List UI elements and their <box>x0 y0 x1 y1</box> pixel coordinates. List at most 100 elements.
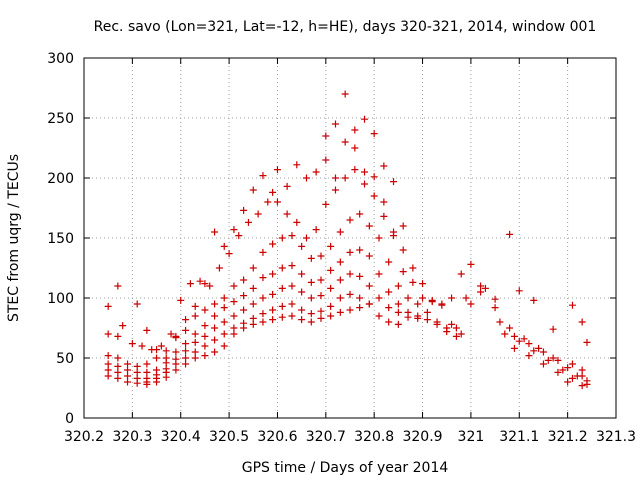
data-point <box>278 264 286 272</box>
data-point <box>390 232 398 240</box>
data-point <box>385 304 393 312</box>
data-point <box>496 318 504 326</box>
data-point <box>491 304 499 312</box>
data-point <box>206 282 214 290</box>
data-point <box>269 188 277 196</box>
data-point <box>201 352 209 360</box>
data-point <box>317 307 325 315</box>
data-point <box>568 374 576 382</box>
x-axis-label: GPS time / Days of year 2014 <box>242 460 449 476</box>
data-point <box>298 306 306 314</box>
data-point <box>331 120 339 128</box>
data-point <box>554 356 562 364</box>
data-point <box>133 362 141 370</box>
data-point <box>104 366 112 374</box>
data-point <box>220 318 228 326</box>
data-point <box>549 354 557 362</box>
data-point <box>404 294 412 302</box>
data-point <box>312 226 320 234</box>
x-tick-label: 321.2 <box>548 429 588 445</box>
data-point <box>481 284 489 292</box>
data-point <box>278 234 286 242</box>
data-point <box>307 278 315 286</box>
data-point <box>394 308 402 316</box>
x-tick-label: 321.3 <box>596 429 636 445</box>
data-point <box>506 324 514 332</box>
data-point <box>375 234 383 242</box>
x-tick-label: 320.5 <box>209 429 249 445</box>
data-point <box>201 332 209 340</box>
x-tick-label: 320.8 <box>354 429 394 445</box>
data-point <box>133 300 141 308</box>
data-point <box>385 318 393 326</box>
data-point <box>104 360 112 368</box>
data-point <box>510 332 518 340</box>
data-point <box>457 270 465 278</box>
y-tick-label: 300 <box>47 51 74 67</box>
data-point <box>317 292 325 300</box>
data-point <box>124 372 132 380</box>
data-point <box>138 342 146 350</box>
data-point <box>143 368 151 376</box>
x-tick-label: 321 <box>458 429 485 445</box>
data-point <box>177 296 185 304</box>
data-point <box>288 282 296 290</box>
data-point <box>288 232 296 240</box>
data-point <box>370 173 378 181</box>
data-point <box>114 282 122 290</box>
data-point <box>259 274 267 282</box>
data-point <box>365 300 373 308</box>
data-point <box>124 360 132 368</box>
data-point <box>182 347 190 355</box>
x-tick-label: 320.9 <box>402 429 442 445</box>
data-point <box>356 294 364 302</box>
data-point <box>361 115 369 123</box>
data-point <box>235 232 243 240</box>
x-tick-label: 320.4 <box>161 429 201 445</box>
data-point <box>477 282 485 290</box>
data-point <box>254 210 262 218</box>
data-point <box>346 306 354 314</box>
data-point <box>172 334 180 342</box>
data-point <box>269 290 277 298</box>
data-point <box>438 301 446 309</box>
data-point <box>414 300 422 308</box>
data-point <box>365 252 373 260</box>
data-point <box>182 340 190 348</box>
data-point <box>191 302 199 310</box>
data-point <box>114 368 122 376</box>
data-point <box>370 192 378 200</box>
data-point <box>143 380 151 388</box>
data-point <box>244 218 252 226</box>
data-point <box>568 360 576 368</box>
data-point <box>341 90 349 98</box>
data-point <box>327 312 335 320</box>
data-point <box>510 344 518 352</box>
data-point <box>525 352 533 360</box>
data-point <box>211 312 219 320</box>
data-point <box>114 332 122 340</box>
data-point <box>278 313 286 321</box>
data-point <box>356 272 364 280</box>
data-point <box>515 337 523 345</box>
data-point <box>133 379 141 387</box>
data-point <box>419 280 427 288</box>
data-point <box>283 210 291 218</box>
y-tick-label: 0 <box>65 411 74 427</box>
data-point <box>307 310 315 318</box>
data-point <box>361 168 369 176</box>
data-point <box>317 314 325 322</box>
data-point <box>307 318 315 326</box>
data-point <box>298 316 306 324</box>
data-point <box>573 372 581 380</box>
data-point <box>240 276 248 284</box>
series-7 <box>143 300 373 388</box>
data-point <box>356 246 364 254</box>
data-point <box>477 288 485 296</box>
series-2 <box>104 166 586 374</box>
data-point <box>346 248 354 256</box>
data-point <box>201 342 209 350</box>
data-point <box>128 340 136 348</box>
data-point <box>172 360 180 368</box>
data-point <box>336 258 344 266</box>
